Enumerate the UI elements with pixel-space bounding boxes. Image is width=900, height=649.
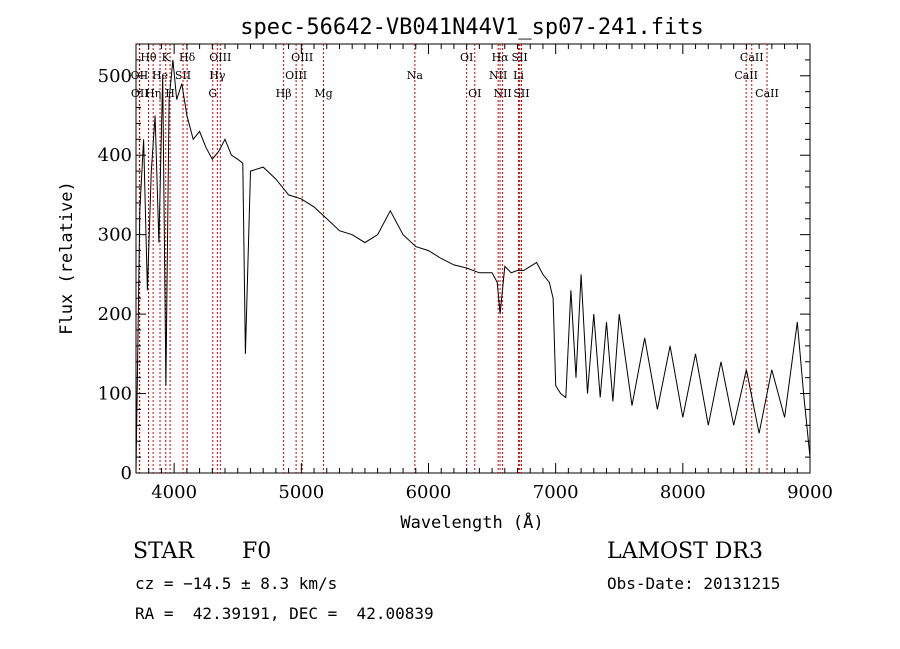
series-line-0 — [135, 59, 811, 474]
marker-label-6: Hα — [492, 51, 510, 64]
line-markers — [138, 44, 768, 473]
marker-label-7: SII — [512, 51, 528, 64]
x-tick-label-4: 8000 — [660, 482, 706, 503]
x-tick-label-5: 9000 — [787, 482, 833, 503]
marker-label-3: OIII — [209, 51, 231, 64]
y-axis-label: Flux (relative) — [57, 181, 77, 335]
marker-label-13: OIII — [285, 69, 307, 82]
redshift-velocity: cz = −14.5 ± 8.3 km/s — [135, 574, 338, 593]
coordinates: RA = 42.39191, DEC = 42.00839 — [135, 604, 434, 623]
marker-label-12: Hγ — [209, 69, 226, 82]
marker-label-14: Na — [407, 69, 424, 82]
y-tick-label-4: 400 — [98, 145, 132, 166]
x-tick-label-2: 6000 — [406, 482, 452, 503]
marker-label-10: He — [152, 69, 168, 82]
x-tick-label-1: 5000 — [278, 482, 324, 503]
marker-label-8: CaII — [740, 51, 764, 64]
y-tick-label-5: 500 — [98, 66, 132, 87]
y-tick-label-0: 0 — [121, 463, 132, 484]
x-axis-label: Wavelength (Å) — [400, 511, 543, 533]
marker-label-26: SII — [513, 87, 529, 100]
marker-label-5: OI — [460, 51, 473, 64]
marker-label-27: CaII — [755, 87, 779, 100]
marker-label-20: H — [165, 87, 175, 100]
marker-label-19: Hη — [145, 87, 161, 100]
marker-label-22: Hβ — [276, 87, 292, 100]
axis-ticks: 4000 5000 6000 7000 8000 9000 0 100 200 300 400 500 — [98, 43, 833, 503]
marker-label-23: Mg — [314, 87, 332, 100]
object-class: STAR — [133, 539, 194, 564]
flux-series — [135, 59, 811, 474]
x-tick-label-3: 7000 — [533, 482, 579, 503]
marker-label-25: NII — [493, 87, 511, 100]
marker-label-2: Hδ — [179, 51, 196, 64]
plot-area-border — [135, 43, 811, 474]
marker-label-18: OII — [131, 87, 149, 100]
plot-frame — [135, 43, 811, 474]
y-tick-label-3: 300 — [98, 225, 132, 246]
marker-label-9: OII — [131, 69, 149, 82]
marker-label-17: CaII — [734, 69, 758, 82]
y-tick-label-2: 200 — [98, 304, 132, 325]
subclass: F0 — [242, 539, 272, 564]
observation-date: Obs-Date: 20131215 — [607, 574, 781, 593]
chart-title: spec-56642-VB041N44V1_sp07-241.fits — [240, 15, 704, 40]
marker-label-16: Li — [513, 69, 524, 82]
marker-label-15: NII — [489, 69, 507, 82]
marker-label-11: SII — [175, 69, 191, 82]
marker-label-24: OI — [468, 87, 481, 100]
survey-name: LAMOST DR3 — [607, 539, 763, 564]
marker-label-4: OIII — [291, 51, 313, 64]
marker-label-0: Hθ — [140, 51, 157, 64]
marker-label-21: G — [208, 87, 217, 100]
marker-label-1: K — [162, 51, 171, 64]
x-tick-label-0: 4000 — [151, 482, 197, 503]
y-tick-label-1: 100 — [98, 384, 132, 405]
